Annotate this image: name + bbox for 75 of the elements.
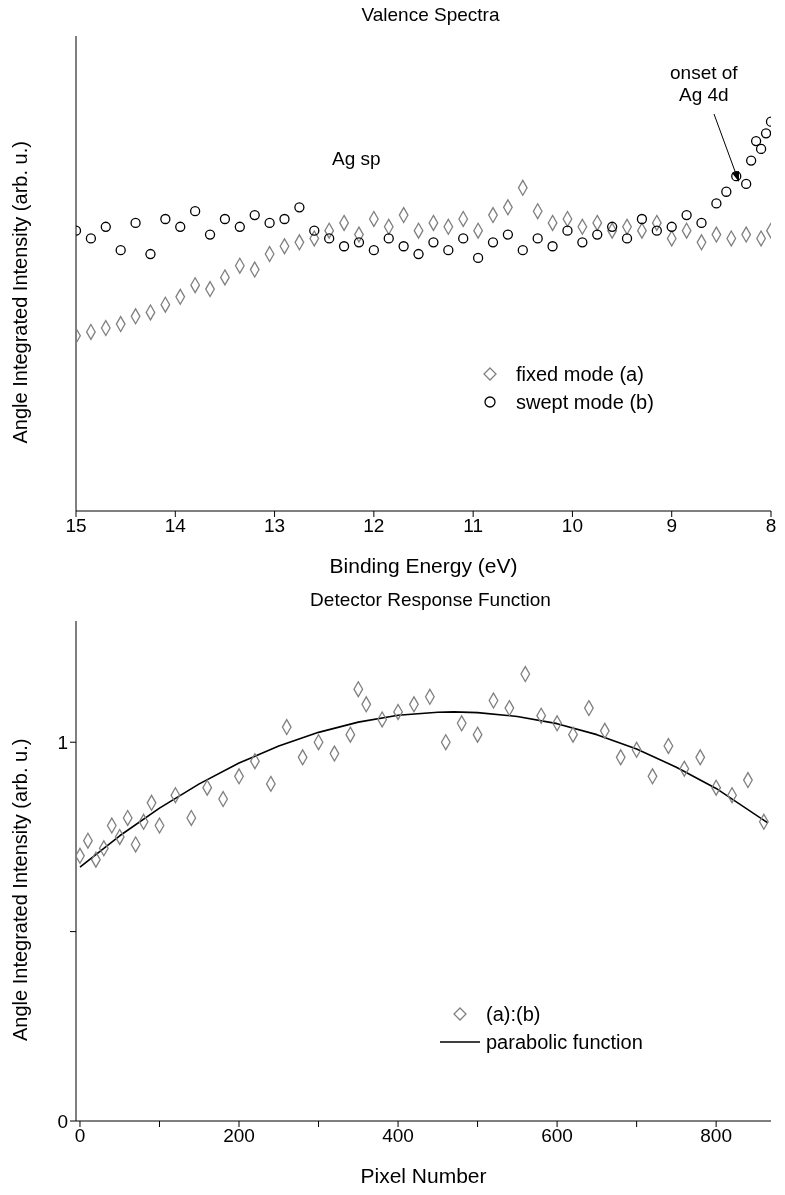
x-tick-label: 15 [65,515,87,537]
point [562,225,573,236]
point [547,241,558,252]
x-tick-label: 13 [264,515,286,537]
point [606,221,618,232]
legend-label: fixed mode (a) [516,362,644,386]
x-tick-label: 800 [700,1125,732,1147]
point [175,221,186,232]
x-tick-label: 0 [74,1125,86,1147]
x-tick-label: 11 [463,515,484,537]
point [487,237,499,248]
point [636,213,648,225]
x-axis-title: Binding Energy (eV) [329,554,518,577]
point [115,244,126,256]
point [721,186,732,197]
point [100,221,111,232]
annotation: Ag sp [332,148,381,170]
point [204,229,216,240]
x-axis-title: Pixel Number [360,1164,487,1187]
x-tick-label: 400 [382,1125,414,1147]
legend-label: swept mode (b) [516,390,654,414]
point [666,221,677,232]
point [264,217,275,229]
point [577,237,588,248]
x-tick-label: 9 [666,515,677,537]
point [249,209,260,221]
x-tick-label: 10 [561,515,583,537]
point [745,155,757,166]
x-tick-label: 8 [765,515,777,537]
point [592,229,603,240]
chart-title: Detector Response Function [309,589,552,611]
point [145,248,156,260]
point [696,217,707,229]
point [413,248,424,260]
text: onset of Ag 4d [670,62,738,106]
point [711,198,722,209]
x-tick-label: 600 [541,1125,573,1147]
point [353,237,365,248]
point [741,178,752,190]
x-tick-label: 12 [363,515,385,537]
point [309,225,320,236]
point [651,225,662,236]
point [294,202,305,213]
point [443,244,454,256]
point [428,237,439,248]
point [234,221,245,232]
y-axis-title: Angle Integrated Intensity (arb. u.) [9,141,32,444]
legend-label: (a):(b) [486,1002,541,1026]
point [324,233,335,244]
point [279,213,290,225]
point [681,209,692,221]
point [755,143,767,155]
point [219,213,231,225]
point [750,135,762,147]
point [85,233,97,244]
point [458,233,469,244]
point [502,229,514,240]
point [160,213,171,225]
point [130,217,141,229]
point [189,206,201,217]
point [760,128,771,139]
x-tick-label: 200 [223,1125,255,1147]
y-tick-label: 1 [57,731,68,753]
x-tick-label: 14 [164,515,187,537]
point [383,233,394,244]
point [532,233,543,244]
point [472,252,484,264]
chart-title: Valence Spectra [360,4,501,26]
legend-label: parabolic function [486,1030,643,1054]
point [368,244,380,256]
y-axis-title: Angle Integrated Intensity (arb. u.) [9,738,32,1041]
point [621,233,633,244]
point [338,241,350,252]
point [517,244,528,256]
point [398,241,409,252]
